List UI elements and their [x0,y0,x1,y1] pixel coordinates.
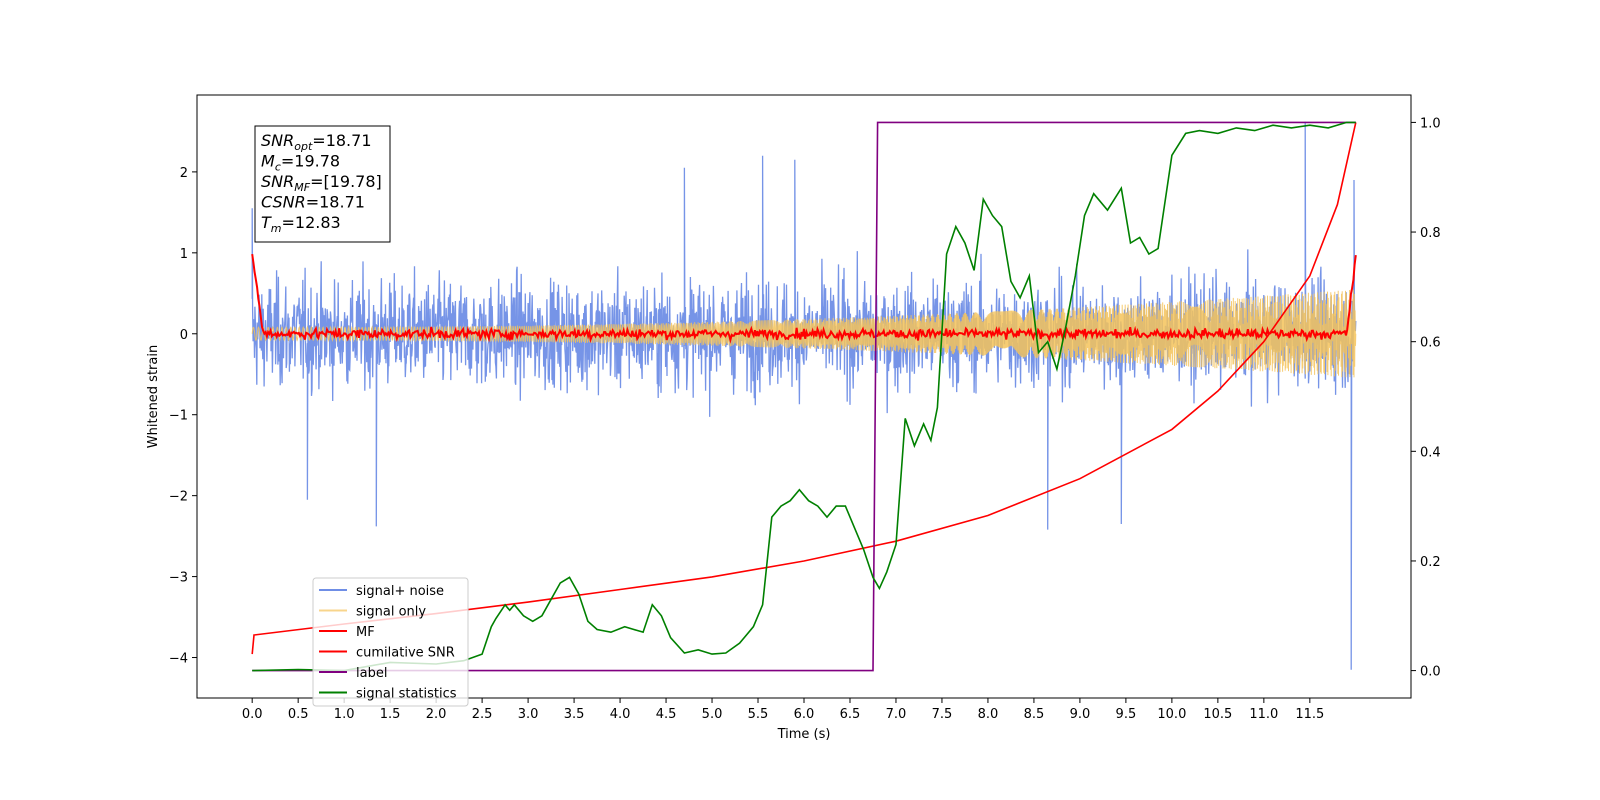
y-right-tick-label: 0.2 [1420,555,1441,570]
x-tick-label: 11.5 [1295,707,1324,722]
x-tick-label: 1.0 [334,707,355,722]
legend-entry: MF [356,625,375,640]
y-tick-label: 1 [180,247,188,262]
y-tick-label: 2 [180,166,188,181]
x-tick-label: 8.0 [978,707,999,722]
legend-entry: signal only [356,605,426,620]
x-tick-label: 3.0 [518,707,539,722]
x-tick-label: 7.0 [886,707,907,722]
y-axis-label: Whitened strain [146,345,161,448]
x-tick-label: 0.5 [288,707,309,722]
y-tick-label: −3 [169,571,188,586]
y-tick-label: 0 [180,328,188,343]
x-tick-label: 1.5 [380,707,401,722]
x-tick-label: 5.5 [748,707,769,722]
x-tick-label: 10.5 [1203,707,1232,722]
x-tick-label: 9.0 [1070,707,1091,722]
x-tick-label: 6.5 [840,707,861,722]
info-line: Mc=19.78 [261,152,340,174]
x-tick-label: 10.0 [1157,707,1186,722]
info-line: Tm=12.83 [261,213,341,235]
y-right-tick-label: 0.4 [1420,445,1441,460]
y-right-tick-label: 0.8 [1420,226,1441,241]
x-axis-label: Time (s) [777,727,831,742]
legend: signal+ noise signal only MF cumilative SNR… [312,577,469,707]
x-tick-label: 4.5 [656,707,677,722]
legend-entry: signal+ noise [356,584,444,599]
y-tick-label: −4 [169,652,188,667]
info-line: CSNR=18.71 [261,193,365,212]
x-axis: 0.0 0.5 1.0 1.5 2.0 2.5 3.0 3.5 4.0 4.5 5.0 5.5 6.0 6… [242,698,1324,722]
x-tick-label: 2.5 [472,707,493,722]
x-tick-label: 5.0 [702,707,723,722]
x-tick-label: 9.5 [1116,707,1137,722]
y-right-tick-label: 0.6 [1420,336,1441,351]
x-tick-label: 0.0 [242,707,263,722]
legend-entry: signal statistics [356,687,457,702]
signal-statistics-line [252,121,1356,672]
legend-entry: label [356,666,387,681]
info-line: SNRMF=[19.78] [261,172,382,194]
y-axis-right: 0.0 0.2 0.4 0.6 0.8 1.0 [1411,116,1441,680]
label-line [252,121,1356,672]
x-tick-label: 4.0 [610,707,631,722]
x-tick-label: 6.0 [794,707,815,722]
y-right-tick-label: 0.0 [1420,665,1441,680]
y-tick-label: −2 [169,490,188,505]
x-tick-label: 3.5 [564,707,585,722]
y-tick-label: −1 [169,409,188,424]
info-annotation-box: SNRopt=18.71Mc=19.78SNRMF=[19.78]CSNR=18… [254,125,391,243]
legend-entry: cumilative SNR [356,646,455,661]
legend-frame [312,577,469,707]
x-tick-label: 2.0 [426,707,447,722]
x-tick-label: 11.0 [1249,707,1278,722]
mf-series [251,253,1357,344]
info-box-frame [254,125,391,243]
y-axis-left: −4 −3 −2 −1 0 1 2 [169,166,197,667]
x-tick-label: 7.5 [932,707,953,722]
cumilative-snr-line [251,122,1357,655]
mf-line [251,253,1357,344]
y-right-tick-label: 1.0 [1420,116,1441,131]
x-tick-label: 8.5 [1024,707,1045,722]
info-line: SNRopt=18.71 [261,131,372,153]
